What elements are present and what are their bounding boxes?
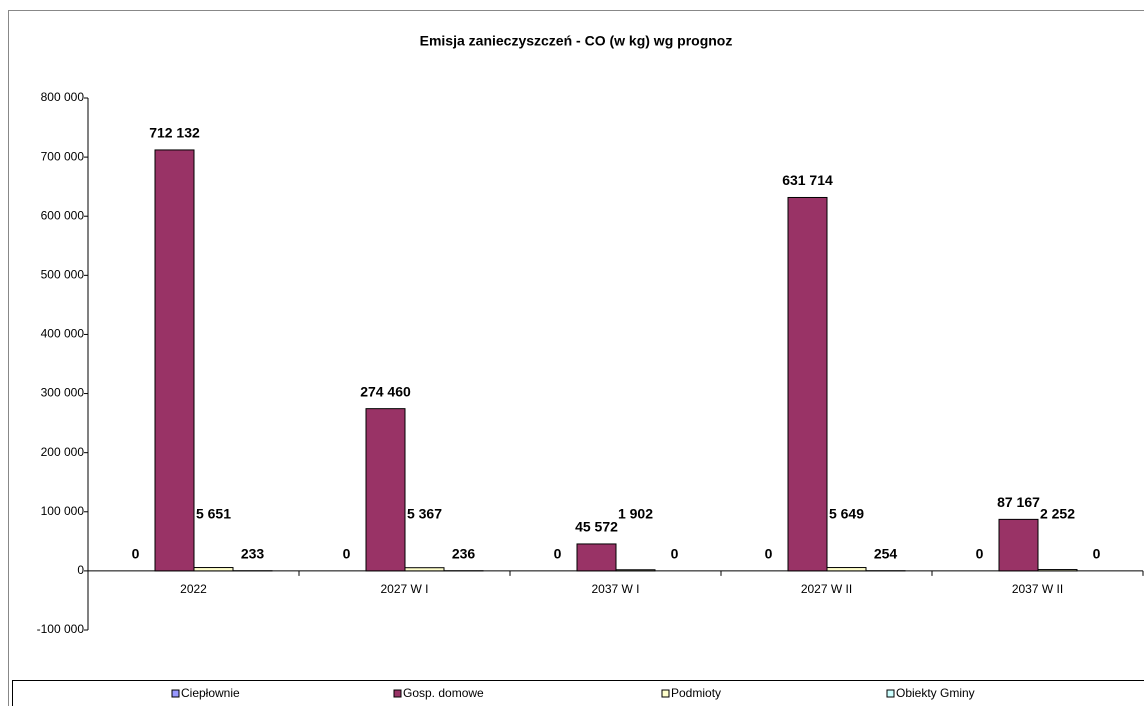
y-tick-label: 500 000 [41, 268, 85, 282]
y-tick-label: -100 000 [37, 622, 85, 636]
legend-label: Ciepłownie [181, 686, 240, 700]
y-tick-label: 200 000 [41, 445, 85, 459]
data-label: 5 367 [407, 506, 442, 522]
bar [787, 196, 828, 572]
x-tick-label: 2037 W II [1012, 582, 1063, 596]
bar [193, 567, 234, 572]
data-label: 631 714 [782, 172, 833, 188]
bar [998, 518, 1039, 572]
data-label: 2 252 [1040, 506, 1075, 522]
data-label: 274 460 [360, 383, 411, 399]
bar [826, 567, 867, 572]
data-label: 0 [976, 546, 984, 562]
bar [576, 543, 617, 572]
y-tick-label: 100 000 [41, 504, 85, 518]
legend-swatch [393, 689, 402, 698]
data-label: 0 [671, 546, 679, 562]
bar [1037, 569, 1078, 572]
legend-box [12, 680, 1144, 706]
y-tick-label: 0 [77, 563, 84, 577]
bar [404, 567, 445, 572]
legend-label: Obiekty Gminy [896, 686, 975, 700]
bar [365, 408, 406, 572]
data-label: 45 572 [575, 519, 618, 535]
x-tick-label: 2037 W I [591, 582, 639, 596]
legend-swatch [886, 689, 895, 698]
data-label: 236 [452, 545, 476, 561]
chart-title: Emisja zanieczyszczeń - CO (w kg) wg pro… [420, 33, 733, 49]
data-label: 254 [874, 545, 898, 561]
data-label: 0 [1093, 546, 1101, 562]
data-label: 233 [241, 545, 265, 561]
data-label: 0 [554, 546, 562, 562]
data-label: 1 902 [618, 506, 653, 522]
legend-label: Gosp. domowe [403, 686, 484, 700]
data-label: 5 651 [196, 506, 231, 522]
legend-label: Podmioty [671, 686, 721, 700]
y-tick-label: 300 000 [41, 386, 85, 400]
y-tick-label: 800 000 [41, 90, 85, 104]
chart-border [8, 10, 1144, 706]
legend-swatch [661, 689, 670, 698]
legend-swatch [171, 689, 180, 698]
x-tick-label: 2022 [180, 582, 207, 596]
data-label: 0 [343, 546, 351, 562]
data-label: 0 [765, 546, 773, 562]
data-label: 5 649 [829, 506, 864, 522]
data-label: 87 167 [997, 494, 1040, 510]
y-tick-label: 400 000 [41, 327, 85, 341]
x-tick-label: 2027 W II [801, 582, 852, 596]
data-label: 712 132 [149, 125, 200, 141]
bar [154, 149, 195, 572]
x-tick-label: 2027 W I [380, 582, 428, 596]
y-tick-label: 600 000 [41, 208, 85, 222]
bar [615, 569, 656, 572]
y-tick-label: 700 000 [41, 149, 85, 163]
data-label: 0 [132, 546, 140, 562]
